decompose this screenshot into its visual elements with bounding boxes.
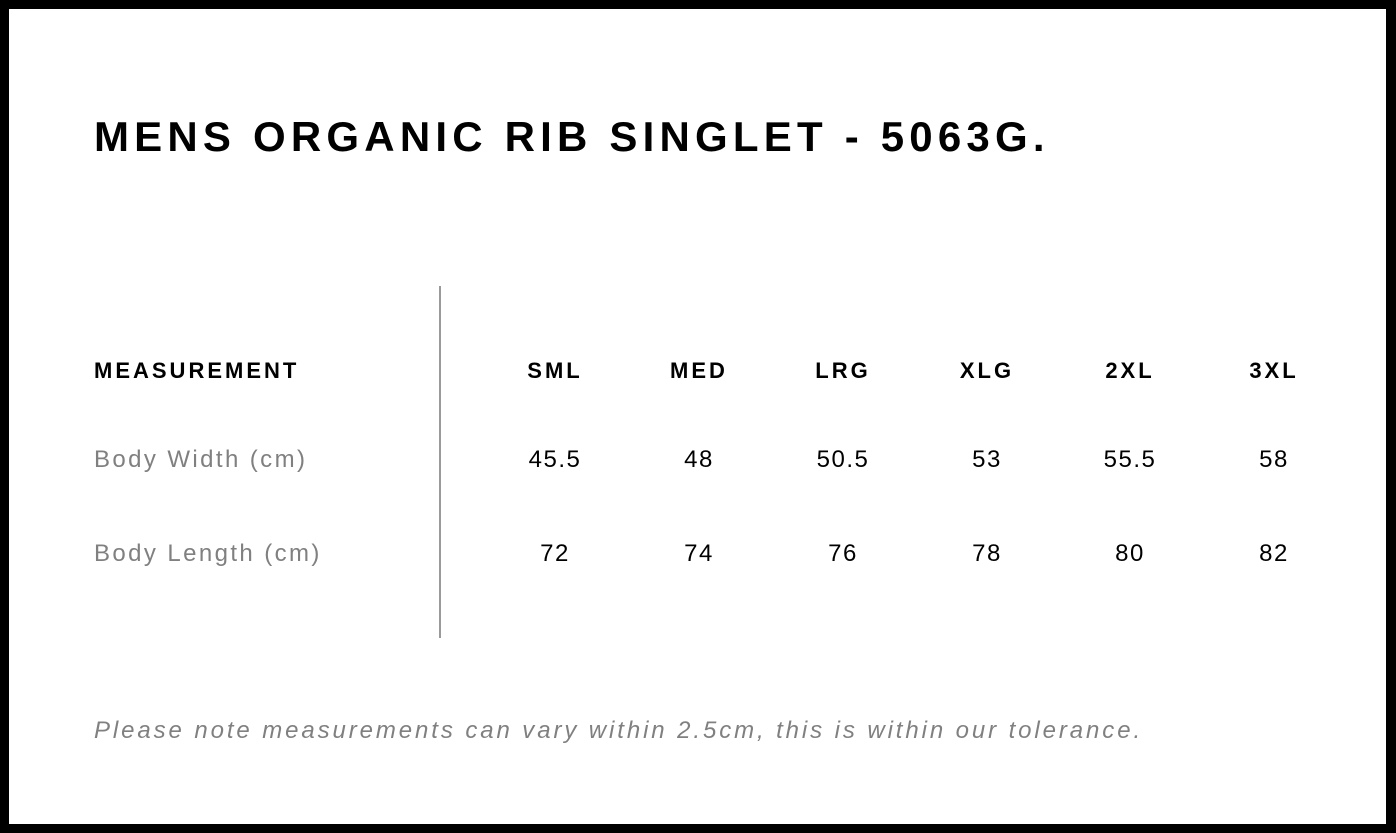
page-title: MENS ORGANIC RIB SINGLET - 5063G. bbox=[94, 113, 1050, 160]
table-cell: 72 bbox=[540, 540, 570, 567]
size-chart-card: MENS ORGANIC RIB SINGLET - 5063G. MEASUR… bbox=[9, 9, 1386, 824]
row-label: Body Length (cm) bbox=[94, 540, 322, 567]
table-cell: 48 bbox=[684, 446, 714, 473]
table-cell: 55.5 bbox=[1103, 446, 1157, 473]
row-label: Body Width (cm) bbox=[94, 446, 308, 473]
table-cell: 58 bbox=[1259, 446, 1289, 473]
table-cell: 76 bbox=[828, 540, 858, 567]
tolerance-note: Please note measurements can vary within… bbox=[94, 717, 1144, 744]
size-header-lrg: LRG bbox=[815, 358, 871, 383]
measurement-header: MEASUREMENT bbox=[94, 358, 300, 383]
size-header-2xl: 2XL bbox=[1105, 358, 1155, 383]
column-divider bbox=[439, 286, 441, 638]
size-header-med: MED bbox=[670, 358, 728, 383]
size-header-3xl: 3XL bbox=[1249, 358, 1299, 383]
table-cell: 78 bbox=[972, 540, 1002, 567]
size-header-sml: SML bbox=[527, 358, 583, 383]
table-cell: 53 bbox=[972, 446, 1002, 473]
table-cell: 80 bbox=[1115, 540, 1145, 567]
size-header-xlg: XLG bbox=[959, 358, 1015, 383]
table-cell: 50.5 bbox=[816, 446, 870, 473]
table-cell: 82 bbox=[1259, 540, 1289, 567]
table-cell: 74 bbox=[684, 540, 714, 567]
table-cell: 45.5 bbox=[528, 446, 582, 473]
